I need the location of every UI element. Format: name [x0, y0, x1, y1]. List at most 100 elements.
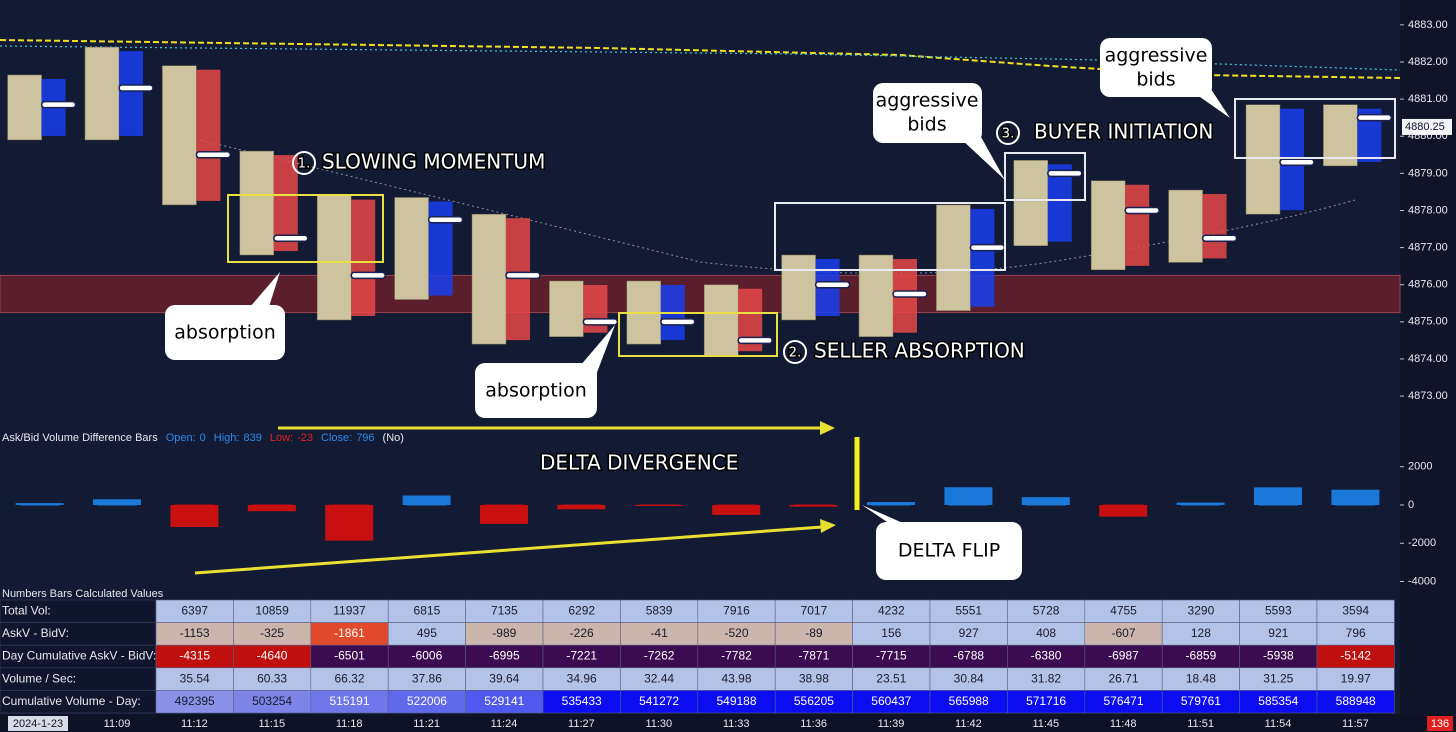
cell-value: 156	[881, 626, 901, 640]
close-marker	[195, 151, 232, 159]
legend-text: High:	[214, 432, 240, 444]
cell-value: -6501	[334, 649, 365, 663]
legend-text: (No)	[383, 432, 404, 444]
time-label: 11:39	[878, 718, 905, 730]
row-label: Cumulative Volume - Day:	[2, 694, 141, 708]
cell-value: -6788	[953, 649, 984, 663]
cell-value: 6397	[181, 603, 208, 617]
cell-value: -7715	[876, 649, 907, 663]
indicator-legend: Ask/Bid Volume Difference Bars Open: 0 High…	[2, 432, 404, 444]
cell-value: 5839	[646, 603, 673, 617]
time-label: 11:24	[491, 718, 518, 730]
callout: aggressive bids	[1100, 38, 1230, 118]
table-cell	[1316, 690, 1395, 714]
step-badge	[292, 151, 316, 175]
callout-pointer	[250, 272, 280, 310]
cell-value: 495	[417, 626, 437, 640]
cell-value: 11937	[333, 603, 366, 617]
cell-value: 503254	[252, 694, 292, 708]
time-label: 11:48	[1110, 718, 1137, 730]
volume-profile	[196, 69, 221, 201]
cell-value: 492395	[175, 694, 215, 708]
delta-bar	[634, 504, 683, 506]
cell-value: 921	[1268, 626, 1288, 640]
callout-text: absorption	[485, 380, 587, 402]
cell-value: 408	[1036, 626, 1056, 640]
row-label: Total Vol:	[2, 603, 51, 617]
time-label: 11:57	[1342, 718, 1369, 730]
cell-value: -6006	[412, 649, 443, 663]
cell-value: 522006	[407, 694, 447, 708]
highlight-box	[774, 202, 1006, 271]
footprint-cells	[858, 254, 894, 337]
callout: aggressive bids	[873, 83, 1005, 180]
close-marker	[1201, 234, 1238, 243]
cell-value: -41	[650, 626, 668, 640]
callout-text: aggressive	[1105, 45, 1208, 67]
cell-value: 7017	[801, 603, 828, 617]
highlight-box	[227, 194, 384, 263]
cell-value: -6995	[489, 649, 520, 663]
cell-value: 515191	[329, 694, 369, 708]
footprint-cells	[1323, 104, 1358, 167]
cell-value: 576471	[1103, 694, 1143, 708]
cell-value: 60.33	[257, 671, 287, 685]
cell-value: -520	[724, 626, 748, 640]
footprint-cells	[1245, 104, 1281, 215]
cell-value: 30.84	[954, 671, 984, 685]
cell-value: -4315	[179, 649, 210, 663]
time-label: 11:15	[258, 718, 285, 730]
cell-value: 565988	[949, 694, 989, 708]
close-marker	[814, 280, 851, 289]
y-tick-label: -2000	[1408, 537, 1436, 549]
cell-value: -607	[1111, 626, 1135, 640]
cell-value: -7782	[721, 649, 752, 663]
close-marker	[273, 234, 309, 243]
volume-profile	[1125, 184, 1150, 266]
cell-value: 927	[959, 626, 979, 640]
cell-value: 4755	[1110, 603, 1137, 617]
close-marker	[118, 84, 154, 92]
delta-bar	[1331, 489, 1380, 505]
y-tick-label: 0	[1408, 499, 1414, 511]
cell-value: 4232	[878, 603, 905, 617]
cell-value: 35.54	[180, 671, 210, 685]
footprint-cells	[162, 65, 197, 206]
footprint-cells	[7, 74, 42, 141]
callout-pointer	[580, 325, 615, 375]
delta-bar	[557, 504, 606, 510]
delta-bar	[1099, 504, 1148, 517]
callout: DELTA FLIP	[862, 505, 1022, 580]
close-marker	[969, 243, 1006, 252]
delta-bar	[325, 504, 374, 541]
callout-text: bids	[1136, 69, 1175, 91]
legend-text: 839	[243, 432, 261, 444]
close-marker	[660, 318, 696, 326]
footprint-cells	[316, 195, 352, 321]
cell-value: 31.82	[1031, 671, 1061, 685]
footprint-cells	[781, 254, 816, 321]
cell-value: -6380	[1031, 649, 1062, 663]
callout-box	[1100, 38, 1212, 97]
cell-value: 571716	[1026, 694, 1066, 708]
delta-bar	[789, 504, 838, 507]
legend-text: Ask/Bid Volume Difference Bars	[2, 432, 158, 444]
cell-value: -6859	[1186, 649, 1217, 663]
cell-value: 32.44	[644, 671, 674, 685]
y-tick-label: 4883.00	[1408, 19, 1448, 31]
cell-value: -7262	[644, 649, 675, 663]
footprint-cells	[1013, 160, 1049, 246]
close-marker	[40, 100, 77, 109]
time-label: 11:42	[955, 718, 982, 730]
close-marker	[505, 271, 541, 280]
cell-value: 535433	[562, 694, 602, 708]
heading: BUYER INITIATION	[1034, 120, 1213, 144]
y-tick-label: 4877.00	[1408, 241, 1448, 253]
close-marker	[1279, 158, 1315, 166]
delta-bar	[480, 504, 528, 524]
cell-value: 529141	[484, 694, 524, 708]
delta-bar	[402, 495, 451, 505]
row-label: AskV - BidV:	[2, 626, 69, 640]
cell-value: -5938	[1263, 649, 1294, 663]
